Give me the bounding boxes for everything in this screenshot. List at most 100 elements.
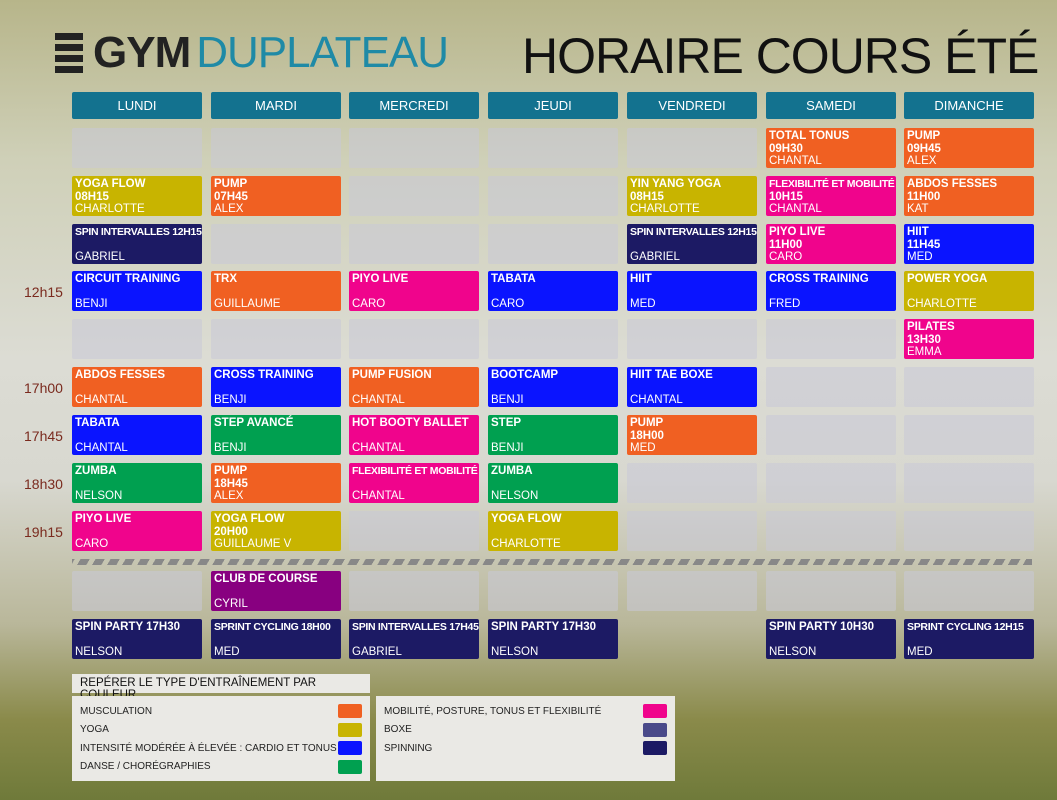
class-card[interactable]: STEP BENJI bbox=[488, 415, 618, 455]
schedule-divider bbox=[72, 559, 1032, 565]
instructor-name: BENJI bbox=[491, 441, 524, 454]
class-card[interactable]: TABATA CARO bbox=[488, 271, 618, 311]
empty-slot bbox=[904, 511, 1034, 551]
instructor-name: BENJI bbox=[214, 393, 247, 406]
empty-slot bbox=[349, 571, 479, 611]
instructor-name: ALEX bbox=[214, 489, 244, 502]
class-card[interactable]: FLEXIBILITÉ ET MOBILITÉ 10H15 CHANTAL bbox=[766, 176, 896, 216]
class-card[interactable]: CLUB DE COURSE CYRIL bbox=[211, 571, 341, 611]
class-card[interactable]: ABDOS FESSES CHANTAL bbox=[72, 367, 202, 407]
empty-slot bbox=[904, 367, 1034, 407]
empty-slot bbox=[904, 463, 1034, 503]
class-card[interactable]: SPRINT CYCLING 18H00 MED bbox=[211, 619, 341, 659]
class-card[interactable]: PIYO LIVE CARO bbox=[72, 511, 202, 551]
class-card[interactable]: SPIN INTERVALLES 12H15 GABRIEL bbox=[72, 224, 202, 264]
class-name: CROSS TRAINING bbox=[769, 273, 869, 285]
empty-slot bbox=[488, 571, 618, 611]
instructor-name: EMMA bbox=[907, 345, 942, 358]
legend-swatch bbox=[338, 759, 362, 774]
day-header-vendredi: VENDREDI bbox=[627, 92, 757, 119]
instructor-name: ALEX bbox=[214, 202, 244, 215]
class-card[interactable]: TOTAL TONUS 09H30 CHANTAL bbox=[766, 128, 896, 168]
class-card[interactable]: PUMP 18H45 ALEX bbox=[211, 463, 341, 503]
class-name: PIYO LIVE bbox=[769, 226, 826, 238]
class-time: 07H45 bbox=[214, 190, 248, 203]
class-name: SPRINT CYCLING 12H15 bbox=[907, 621, 1024, 633]
day-header-lundi: LUNDI bbox=[72, 92, 202, 119]
legend-label: DANSE / CHORÉGRAPHIES bbox=[80, 761, 211, 773]
empty-slot bbox=[904, 415, 1034, 455]
class-time: 09H45 bbox=[907, 142, 941, 155]
class-name: TRX bbox=[214, 273, 237, 285]
class-card[interactable]: CROSS TRAINING BENJI bbox=[211, 367, 341, 407]
class-card[interactable]: PILATES 13H30 EMMA bbox=[904, 319, 1034, 359]
class-card[interactable]: CIRCUIT TRAINING BENJI bbox=[72, 271, 202, 311]
class-name: FLEXIBILITÉ ET MOBILITÉ bbox=[352, 465, 478, 477]
class-card[interactable]: SPIN INTERVALLES 12H15 GABRIEL bbox=[627, 224, 757, 264]
class-card[interactable]: TRX GUILLAUME bbox=[211, 271, 341, 311]
legend-item: INTENSITÉ MODÉRÉE À ÉLEVÉE : CARDIO ET T… bbox=[80, 739, 362, 758]
class-name: SPIN INTERVALLES 12H15 bbox=[630, 226, 757, 238]
class-card[interactable]: SPRINT CYCLING 12H15 MED bbox=[904, 619, 1034, 659]
class-name: PUMP bbox=[214, 465, 248, 477]
instructor-name: MED bbox=[630, 441, 656, 454]
class-card[interactable]: PIYO LIVE CARO bbox=[349, 271, 479, 311]
class-card[interactable]: FLEXIBILITÉ ET MOBILITÉ CHANTAL bbox=[349, 463, 479, 503]
instructor-name: CHARLOTTE bbox=[75, 202, 145, 215]
legend-label: INTENSITÉ MODÉRÉE À ÉLEVÉE : CARDIO ET T… bbox=[80, 742, 337, 754]
legend-label: YOGA bbox=[80, 724, 109, 736]
class-time: 08H15 bbox=[630, 190, 664, 203]
class-card[interactable]: HIIT TAE BOXE CHANTAL bbox=[627, 367, 757, 407]
empty-slot bbox=[766, 571, 896, 611]
class-card[interactable]: ZUMBA NELSON bbox=[72, 463, 202, 503]
empty-slot bbox=[488, 128, 618, 168]
class-card[interactable]: POWER YOGA CHARLOTTE bbox=[904, 271, 1034, 311]
class-name: TABATA bbox=[75, 417, 120, 429]
class-card[interactable]: PUMP 09H45 ALEX bbox=[904, 128, 1034, 168]
instructor-name: GABRIEL bbox=[352, 645, 402, 658]
empty-slot bbox=[627, 571, 757, 611]
instructor-name: CARO bbox=[75, 537, 109, 550]
legend-item: MUSCULATION bbox=[80, 702, 362, 721]
class-card[interactable]: YOGA FLOW CHARLOTTE bbox=[488, 511, 618, 551]
class-card[interactable]: PUMP 07H45 ALEX bbox=[211, 176, 341, 216]
class-card[interactable]: STEP AVANCÉ BENJI bbox=[211, 415, 341, 455]
class-card[interactable]: ABDOS FESSES 11H00 KAT bbox=[904, 176, 1034, 216]
instructor-name: CHANTAL bbox=[769, 154, 822, 167]
class-card[interactable]: YOGA FLOW 08H15 CHARLOTTE bbox=[72, 176, 202, 216]
instructor-name: NELSON bbox=[75, 645, 123, 658]
class-card[interactable]: YIN YANG YOGA 08H15 CHARLOTTE bbox=[627, 176, 757, 216]
class-card[interactable]: SPIN INTERVALLES 17H45 GABRIEL bbox=[349, 619, 479, 659]
day-header-mardi: MARDI bbox=[211, 92, 341, 119]
class-card[interactable]: PUMP FUSION CHANTAL bbox=[349, 367, 479, 407]
class-card[interactable]: HOT BOOTY BALLET CHANTAL bbox=[349, 415, 479, 455]
instructor-name: GUILLAUME bbox=[214, 297, 281, 310]
class-time: 18H00 bbox=[630, 429, 664, 442]
class-time: 11H00 bbox=[907, 190, 941, 203]
legend-title: REPÉRER LE TYPE D'ENTRAÎNEMENT PAR COULE… bbox=[72, 674, 370, 701]
class-name: PUMP bbox=[214, 178, 248, 190]
class-card[interactable]: HIIT MED bbox=[627, 271, 757, 311]
class-card[interactable]: SPIN PARTY 17H30 NELSON bbox=[488, 619, 618, 659]
instructor-name: BENJI bbox=[214, 441, 247, 454]
class-card[interactable]: SPIN PARTY 10H30 NELSON bbox=[766, 619, 896, 659]
instructor-name: CHANTAL bbox=[352, 441, 405, 454]
class-card[interactable]: HIIT 11H45 MED bbox=[904, 224, 1034, 264]
instructor-name: MED bbox=[907, 645, 933, 658]
class-card[interactable]: TABATA CHANTAL bbox=[72, 415, 202, 455]
class-card[interactable]: PUMP 18H00 MED bbox=[627, 415, 757, 455]
instructor-name: NELSON bbox=[491, 489, 539, 502]
page-title: HORAIRE COURS ÉTÉ bbox=[522, 28, 1039, 84]
class-card[interactable]: BOOTCAMP BENJI bbox=[488, 367, 618, 407]
class-card[interactable]: YOGA FLOW 20H00 GUILLAUME V bbox=[211, 511, 341, 551]
empty-slot bbox=[627, 463, 757, 503]
class-card[interactable]: ZUMBA NELSON bbox=[488, 463, 618, 503]
empty-slot bbox=[627, 128, 757, 168]
legend-label: MOBILITÉ, POSTURE, TONUS ET FLEXIBILITÉ bbox=[384, 705, 602, 717]
legend-item: MOBILITÉ, POSTURE, TONUS ET FLEXIBILITÉ bbox=[384, 702, 667, 721]
empty-slot bbox=[349, 176, 479, 216]
class-card[interactable]: CROSS TRAINING FRED bbox=[766, 271, 896, 311]
class-card[interactable]: SPIN PARTY 17H30 NELSON bbox=[72, 619, 202, 659]
class-card[interactable]: PIYO LIVE 11H00 CARO bbox=[766, 224, 896, 264]
gym-logo: GYM DUPLATEAU bbox=[55, 28, 449, 77]
